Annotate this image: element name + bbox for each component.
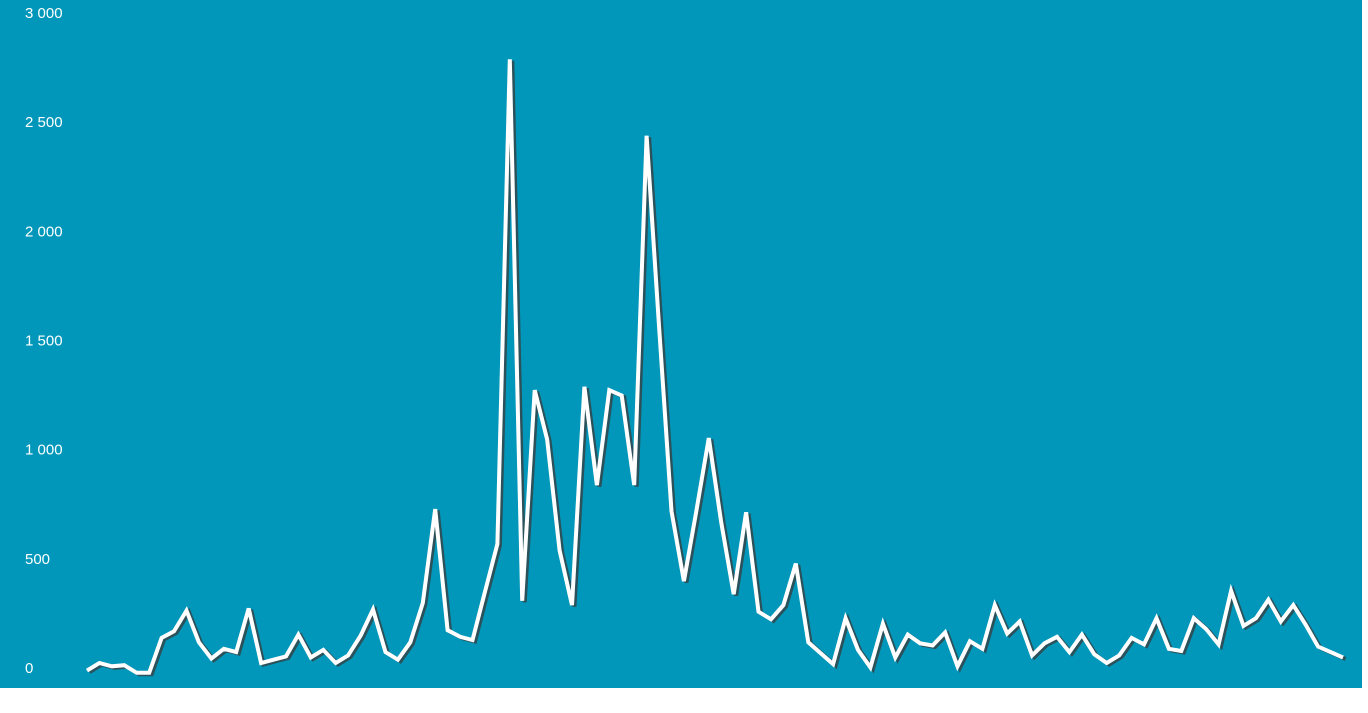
x-tick-label: 2018 bbox=[1065, 688, 1098, 705]
x-tick-label: 2013 bbox=[319, 688, 352, 705]
y-tick-label: 1 000 bbox=[25, 442, 63, 459]
x-tick-label: 2014 bbox=[468, 688, 501, 705]
x-tick-label: 2011 bbox=[71, 688, 103, 705]
plot-background bbox=[0, 0, 1362, 688]
x-tick-label: 2016 bbox=[767, 688, 800, 705]
y-tick-label: 3 000 bbox=[25, 5, 63, 22]
y-tick-label: 500 bbox=[25, 551, 50, 568]
line bbox=[85, 59, 1344, 675]
y-tick-label: 0 bbox=[25, 660, 33, 677]
x-tick-label: 2019 bbox=[1214, 688, 1247, 705]
x-tick-label: 2012 bbox=[170, 688, 203, 705]
y-tick-label: 2 500 bbox=[25, 114, 63, 131]
y-tick-label: 1 500 bbox=[25, 333, 63, 350]
y-tick-label: 2 000 bbox=[25, 223, 63, 240]
x-tick-label: 2015 bbox=[617, 688, 650, 705]
x-tick-label: 2017 bbox=[916, 688, 949, 705]
